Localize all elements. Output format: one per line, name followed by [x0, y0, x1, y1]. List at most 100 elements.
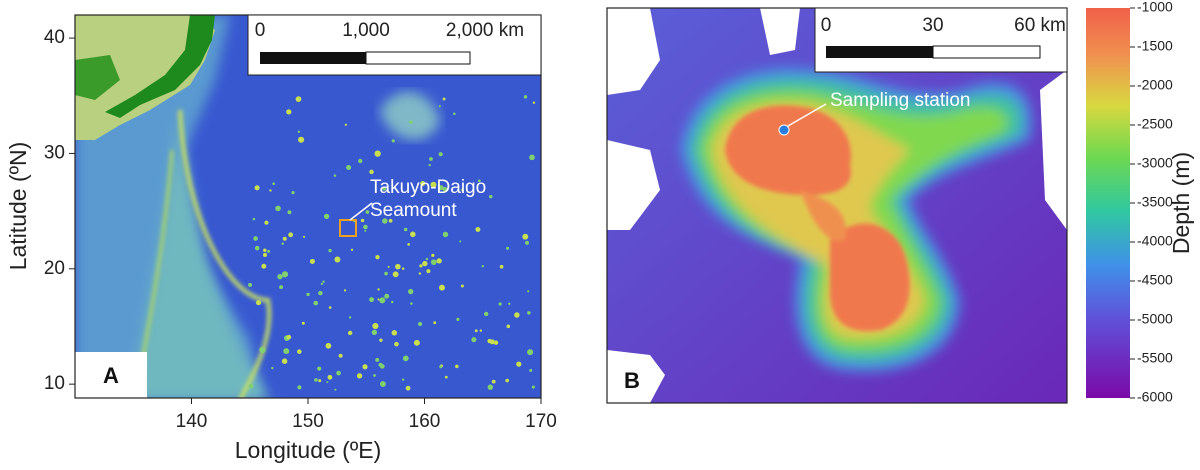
seamount: [384, 293, 390, 299]
y-tick-label: 20: [44, 258, 65, 279]
seamount: [297, 349, 302, 354]
seamount: [281, 242, 284, 245]
seamount: [362, 364, 368, 370]
seamount: [261, 263, 267, 269]
seamount: [281, 358, 288, 364]
seamount: [428, 163, 431, 167]
x-tick-label: 170: [525, 411, 557, 432]
japan: [105, 15, 215, 118]
seamount: [314, 378, 318, 382]
scale-label: 30: [922, 15, 943, 36]
seamount: [286, 334, 292, 340]
seamount: [387, 265, 390, 268]
seamount: [363, 224, 368, 230]
seamount: [283, 348, 290, 355]
seamount: [269, 189, 272, 192]
y-axis-label: Latitude (ºN): [5, 142, 31, 271]
seamount: [317, 366, 322, 371]
seamount: [377, 288, 380, 291]
seamount: [277, 273, 283, 280]
seamount: [348, 316, 352, 319]
panel-label: A: [103, 363, 119, 388]
scale-bar: [826, 46, 933, 58]
seamount: [471, 337, 477, 343]
seamount: [394, 341, 399, 347]
seamount: [253, 236, 258, 241]
seamount: [282, 236, 287, 241]
seamount: [327, 374, 333, 380]
annotation: Sampling station: [830, 90, 970, 111]
seamount: [430, 181, 437, 188]
no-data: [607, 140, 660, 230]
scale-bar: [932, 45, 1041, 59]
seamount: [297, 130, 301, 133]
seamount: [391, 139, 395, 143]
seamount: [479, 329, 483, 332]
seamount: [442, 186, 448, 192]
seamount: [525, 240, 529, 245]
seamount: [431, 253, 435, 258]
seamount: [375, 254, 380, 260]
seamount: [505, 378, 510, 383]
seamount: [358, 158, 363, 164]
seamount: [422, 260, 428, 267]
seamount: [481, 265, 484, 268]
seamount: [295, 96, 302, 102]
seamount: [334, 388, 337, 391]
seamount: [372, 322, 379, 330]
no-data: [607, 350, 665, 403]
leader: [349, 202, 373, 221]
seamount: [286, 109, 292, 115]
colorbar: [1086, 8, 1130, 398]
seamount: [375, 357, 380, 362]
seamount: [436, 258, 442, 264]
seamount: [403, 227, 408, 232]
seamount: [408, 288, 414, 295]
map-a: [75, 15, 541, 398]
no-data: [760, 8, 800, 55]
seamount: [347, 330, 353, 336]
seamount: [262, 252, 268, 257]
seamount: [418, 272, 422, 275]
seamount: [527, 349, 534, 356]
x-tick-label: 160: [409, 411, 441, 432]
seamount: [350, 248, 354, 251]
colorbar-tick-label: -2500: [1137, 116, 1173, 132]
label-box: [75, 352, 147, 398]
seamount: [401, 267, 405, 270]
scale-label: 2,000 km: [446, 20, 524, 41]
seamount: [489, 339, 495, 345]
seamount: [320, 282, 324, 285]
seamount: [475, 227, 481, 232]
seamount: [410, 302, 413, 305]
seamount: [395, 263, 401, 270]
x-tick-label: 150: [292, 411, 324, 432]
colorbar-tick-label: -4500: [1137, 272, 1173, 288]
seamount: [425, 257, 429, 261]
seamount: [392, 271, 399, 278]
seamount: [281, 271, 289, 278]
seamount: [438, 152, 443, 157]
colorbar-title: Depth (m): [1168, 152, 1194, 254]
seamount: [460, 284, 464, 288]
seamount: [248, 282, 253, 287]
seamount: [438, 284, 445, 291]
scale-bar: [365, 51, 471, 65]
seamount: [264, 220, 269, 225]
seamount: [275, 205, 281, 212]
scale-label: 0: [255, 20, 266, 41]
seamount: [410, 231, 416, 238]
seamount: [333, 174, 337, 177]
seamount: [527, 290, 530, 293]
leader: [787, 103, 827, 127]
seamount: [506, 246, 510, 250]
scale-box: [247, 14, 542, 76]
seamount: [382, 218, 388, 224]
seamount: [318, 290, 323, 296]
colorbar-tick-label: -1000: [1137, 0, 1173, 15]
seamount: [301, 321, 305, 325]
seamount: [365, 210, 370, 214]
y-tick-label: 30: [44, 142, 65, 163]
seamount: [438, 185, 444, 191]
seamount: [255, 300, 262, 306]
